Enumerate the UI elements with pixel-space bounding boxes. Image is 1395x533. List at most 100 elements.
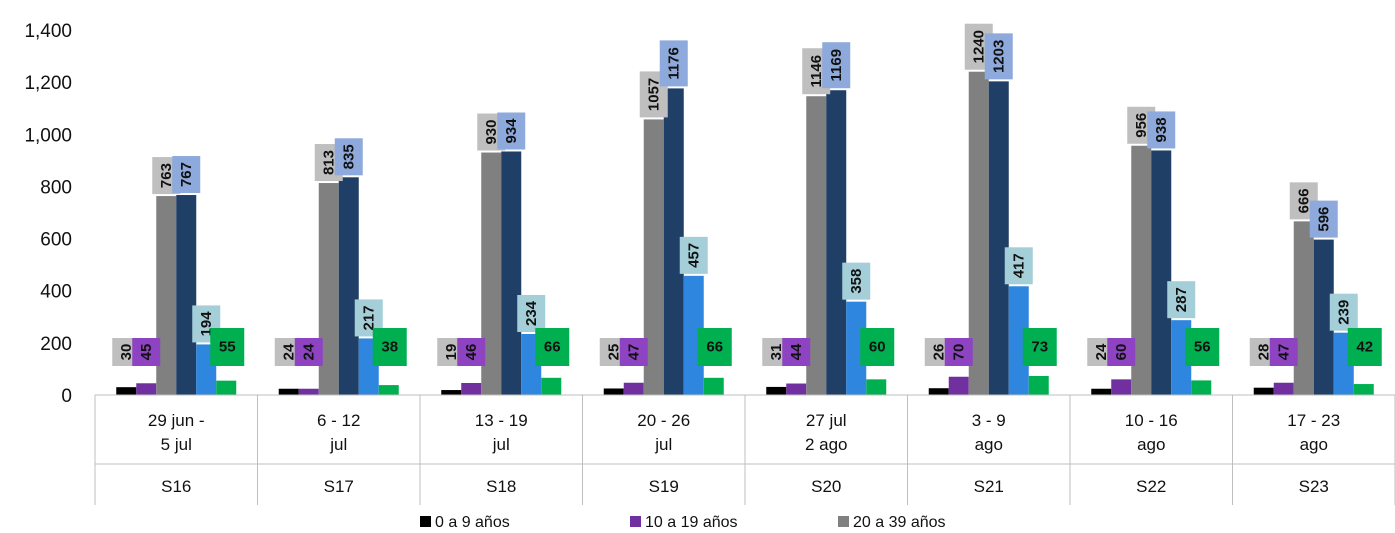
x-tick-label: 5 jul: [161, 435, 192, 454]
data-label-text: 44: [788, 343, 805, 360]
bar: [866, 379, 887, 395]
data-label-text: 31: [768, 344, 785, 361]
legend-item: 0 a 9 años: [420, 514, 510, 531]
y-axis: 0 200 400 600 800 1,000 1,200 1,400: [24, 21, 72, 407]
data-label-text: 938: [1153, 117, 1170, 142]
y-tick-label: 1,200: [24, 73, 72, 94]
data-label-box: [497, 112, 526, 150]
data-label-box: [535, 328, 570, 366]
data-label-text: 30: [118, 344, 135, 361]
bar: [441, 390, 462, 395]
x-tick-label: ago: [1137, 435, 1165, 454]
bar: [1253, 387, 1274, 395]
data-label-box: [1107, 338, 1136, 366]
x-tick-label: jul: [492, 435, 510, 454]
bar: [378, 385, 399, 395]
data-label-box: [659, 40, 688, 87]
data-label-text: 60: [1113, 344, 1130, 361]
x-tick-label: 17 - 23: [1287, 411, 1340, 430]
data-label-text: 835: [340, 144, 357, 169]
x-tick-label: 3 - 9: [972, 411, 1006, 430]
data-label-box: [1022, 328, 1057, 366]
bar: [766, 386, 787, 395]
data-label-text: 42: [1356, 339, 1373, 356]
data-label: 38: [372, 328, 407, 366]
x-week-label: S22: [1136, 477, 1166, 496]
data-label-text: 934: [503, 118, 520, 144]
x-tick-label: 20 - 26: [637, 411, 690, 430]
x-week-label: S16: [161, 477, 191, 496]
bar: [216, 380, 237, 395]
bar: [1151, 150, 1172, 395]
data-label: 44: [782, 338, 811, 366]
bar: [1131, 145, 1152, 395]
data-label: 47: [1269, 338, 1298, 366]
legend-label: 0 a 9 años: [435, 514, 510, 531]
data-label-text: 763: [158, 163, 175, 188]
bar: [156, 196, 177, 395]
data-label: 217: [354, 299, 383, 337]
bar: [501, 151, 522, 395]
x-tick-label: ago: [975, 435, 1003, 454]
x-week-label: S21: [974, 477, 1004, 496]
data-label: 45: [132, 338, 161, 366]
data-label-text: 45: [138, 344, 155, 361]
data-label: 1176: [659, 40, 688, 87]
data-label-text: 217: [360, 305, 377, 330]
bar: [1191, 380, 1212, 395]
data-label-text: 25: [605, 344, 622, 361]
data-label-box: [984, 33, 1013, 80]
x-tick-label: 13 - 19: [475, 411, 528, 430]
x-week-label: S19: [649, 477, 679, 496]
data-label-text: 930: [483, 120, 500, 145]
bar: [988, 81, 1009, 395]
x-tick-label: ago: [1300, 435, 1328, 454]
data-label: 1169: [822, 42, 851, 89]
x-week-label: S23: [1299, 477, 1329, 496]
y-tick-label: 1,000: [24, 125, 72, 146]
data-label-box: [619, 338, 648, 366]
x-week-label: S17: [324, 477, 354, 496]
data-label-text: 287: [1173, 287, 1190, 312]
data-label-text: 1169: [828, 49, 845, 82]
data-label-text: 666: [1295, 188, 1312, 213]
x-tick-label: 10 - 16: [1125, 411, 1178, 430]
data-label-box: [294, 338, 323, 366]
data-label-text: 56: [1194, 339, 1211, 356]
data-label: 66: [535, 328, 570, 366]
data-label: 55: [210, 328, 245, 366]
data-label-text: 596: [1315, 207, 1332, 232]
data-label-box: [697, 328, 732, 366]
data-label-box: [1329, 293, 1358, 331]
data-label: 47: [619, 338, 648, 366]
data-label-text: 60: [869, 339, 886, 356]
data-label-box: [372, 328, 407, 366]
bar: [643, 119, 664, 396]
bar: [928, 388, 949, 395]
data-label-text: 1240: [970, 30, 987, 63]
legend-label: 20 a 39 años: [853, 514, 946, 531]
bar: [176, 195, 197, 395]
data-label-text: 66: [706, 339, 723, 356]
data-label-text: 767: [178, 162, 195, 187]
data-label: 239: [1329, 293, 1358, 331]
data-label: 42: [1347, 328, 1382, 366]
bar: [623, 382, 644, 395]
data-label-text: 47: [625, 344, 642, 361]
bar: [481, 152, 502, 395]
data-label-text: 1176: [665, 47, 682, 80]
bar: [1353, 384, 1374, 395]
bar: [1091, 388, 1112, 395]
data-label: 46: [457, 338, 486, 366]
bar: [663, 88, 684, 396]
legend-swatch: [630, 516, 641, 527]
x-tick-label: jul: [654, 435, 672, 454]
bar: [806, 96, 827, 395]
data-label: 60: [860, 328, 895, 366]
bar: [298, 388, 319, 395]
data-label: 934: [497, 112, 526, 150]
data-label-box: [457, 338, 486, 366]
bar: [948, 376, 969, 395]
